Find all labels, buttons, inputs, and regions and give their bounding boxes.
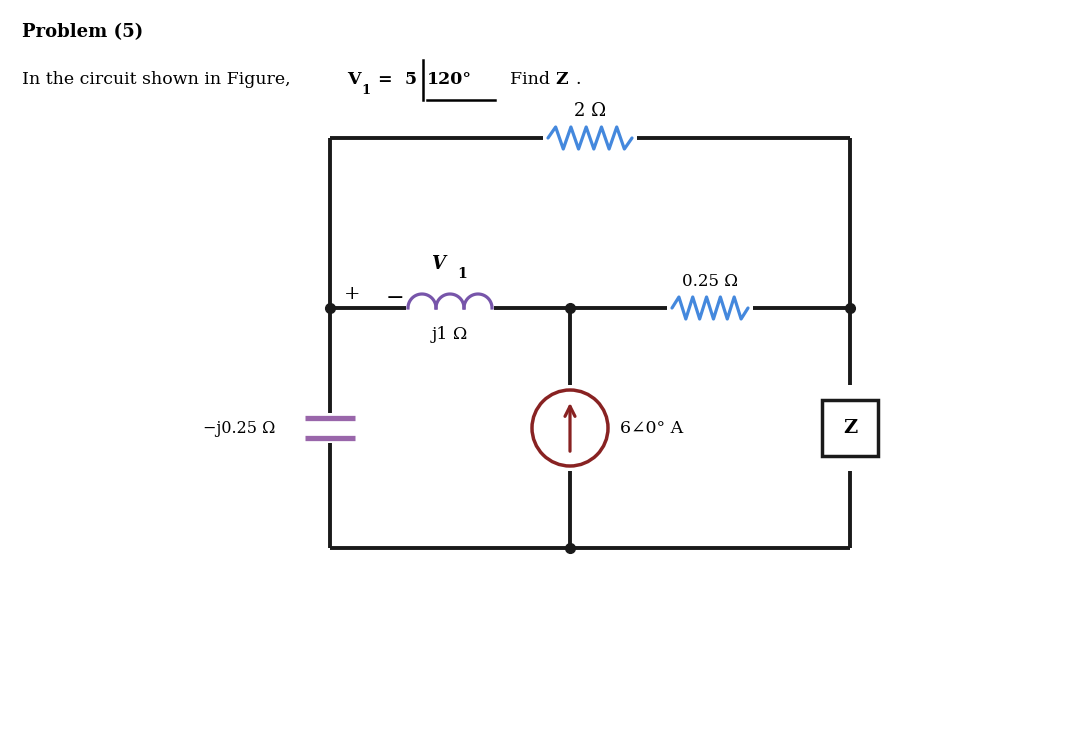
- Text: 120°: 120°: [427, 72, 472, 89]
- Text: .: .: [575, 72, 580, 89]
- Text: V: V: [347, 72, 361, 89]
- Text: +: +: [343, 285, 360, 303]
- Text: In the circuit shown in Figure,: In the circuit shown in Figure,: [22, 72, 296, 89]
- Text: −: −: [386, 287, 404, 309]
- Text: Problem (5): Problem (5): [22, 23, 143, 41]
- Text: j1 Ω: j1 Ω: [432, 326, 468, 343]
- Text: Z: Z: [555, 72, 567, 89]
- Text: 0.25 Ω: 0.25 Ω: [682, 273, 738, 290]
- Text: Find: Find: [499, 72, 555, 89]
- Text: V: V: [432, 255, 445, 273]
- Text: =: =: [372, 72, 399, 89]
- Bar: [822, 400, 878, 456]
- Text: 6∠0° A: 6∠0° A: [620, 419, 683, 436]
- Text: Z: Z: [842, 419, 858, 437]
- Text: 2 Ω: 2 Ω: [574, 102, 607, 120]
- Text: −j0.25 Ω: −j0.25 Ω: [202, 419, 275, 436]
- Text: 5: 5: [405, 72, 417, 89]
- Text: 1: 1: [457, 267, 466, 281]
- Text: 1: 1: [362, 83, 371, 97]
